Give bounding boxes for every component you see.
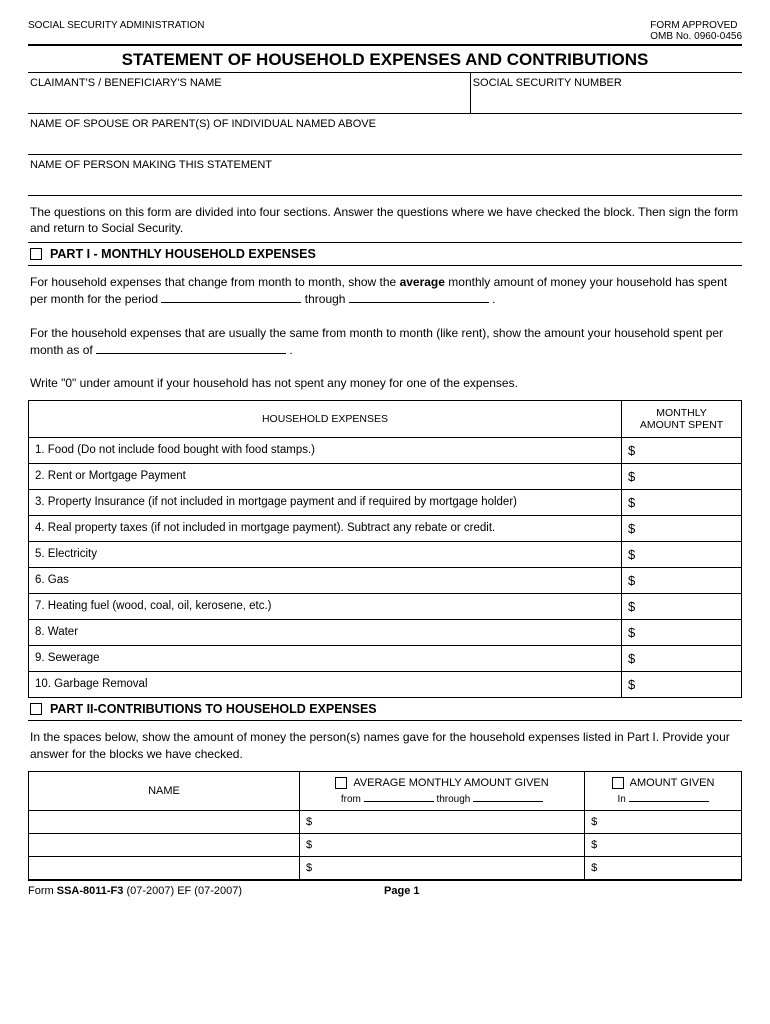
table-row: 1. Food (Do not include food bought with… <box>29 437 742 463</box>
period-from-blank[interactable] <box>161 292 301 303</box>
table-row: 4. Real property taxes (if not included … <box>29 515 742 541</box>
amount-cell[interactable]: $ <box>622 489 742 515</box>
table-row: 5. Electricity$ <box>29 541 742 567</box>
contrib-avg-cell[interactable]: $ <box>299 833 584 856</box>
footer: Form SSA-8011-F3 (07-2007) EF (07-2007) … <box>28 880 742 897</box>
table-row: 6. Gas$ <box>29 567 742 593</box>
part1-header: PART I - MONTHLY HOUSEHOLD EXPENSES <box>28 242 742 266</box>
omb-number: OMB No. 0960-0456 <box>650 31 742 42</box>
expense-col-header: HOUSEHOLD EXPENSES <box>29 400 622 437</box>
part1-title: PART I - MONTHLY HOUSEHOLD EXPENSES <box>50 247 316 261</box>
claimant-name-field[interactable]: CLAIMANT'S / BENEFICIARY'S NAME <box>28 73 471 113</box>
p1a: For household expenses that change from … <box>30 275 400 289</box>
amount-cell[interactable]: $ <box>622 541 742 567</box>
expense-desc: 7. Heating fuel (wood, coal, oil, kerose… <box>29 593 622 619</box>
amount-cell[interactable]: $ <box>622 437 742 463</box>
contrib-amount-header: AMOUNT GIVEN In <box>585 771 742 810</box>
form-instructions: The questions on this form are divided i… <box>28 196 742 242</box>
contrib-name-cell[interactable] <box>29 833 300 856</box>
header-row: SOCIAL SECURITY ADMINISTRATION FORM APPR… <box>28 20 742 42</box>
expense-desc: 2. Rent or Mortgage Payment <box>29 463 622 489</box>
in-blank[interactable] <box>629 793 709 802</box>
contrib-avg-cell[interactable]: $ <box>299 810 584 833</box>
spouse-parent-field[interactable]: NAME OF SPOUSE OR PARENT(S) OF INDIVIDUA… <box>28 114 742 155</box>
table-row: 9. Sewerage$ <box>29 645 742 671</box>
expense-desc: 9. Sewerage <box>29 645 622 671</box>
contrib-name-header: NAME <box>29 771 300 810</box>
p2end: . <box>289 343 292 357</box>
part2-header: PART II-CONTRIBUTIONS TO HOUSEHOLD EXPEN… <box>28 698 742 721</box>
page-number: Page 1 <box>384 885 419 897</box>
expense-desc: 8. Water <box>29 619 622 645</box>
expense-table: HOUSEHOLD EXPENSES MONTHLY AMOUNT SPENT … <box>28 400 742 698</box>
claimant-ssn-row: CLAIMANT'S / BENEFICIARY'S NAME SOCIAL S… <box>28 72 742 114</box>
form-approval: FORM APPROVED OMB No. 0960-0456 <box>650 20 742 42</box>
contrib-amt-cell[interactable]: $ <box>585 810 742 833</box>
expense-desc: 6. Gas <box>29 567 622 593</box>
through2-text: through <box>436 794 470 805</box>
through-blank[interactable] <box>473 793 543 802</box>
part2-title: PART II-CONTRIBUTIONS TO HOUSEHOLD EXPEN… <box>50 702 377 716</box>
expense-desc: 1. Food (Do not include food bought with… <box>29 437 622 463</box>
contrib-name-cell[interactable] <box>29 856 300 879</box>
expense-tbody: 1. Food (Do not include food bought with… <box>29 437 742 697</box>
form-approved-text: FORM APPROVED <box>650 20 737 31</box>
amount-checkbox[interactable] <box>612 777 624 789</box>
contrib-row: $$ <box>29 833 742 856</box>
part1-checkbox[interactable] <box>30 248 42 260</box>
amount-col-text: AMOUNT GIVEN <box>630 777 715 789</box>
amount-cell[interactable]: $ <box>622 645 742 671</box>
document-title: STATEMENT OF HOUSEHOLD EXPENSES AND CONT… <box>28 46 742 72</box>
table-row: 7. Heating fuel (wood, coal, oil, kerose… <box>29 593 742 619</box>
expense-desc: 3. Property Insurance (if not included i… <box>29 489 622 515</box>
expense-desc: 4. Real property taxes (if not included … <box>29 515 622 541</box>
amount-cell[interactable]: $ <box>622 593 742 619</box>
amount-cell[interactable]: $ <box>622 463 742 489</box>
expense-desc: 10. Garbage Removal <box>29 671 622 697</box>
through-text: through <box>305 292 349 306</box>
contrib-row: $$ <box>29 810 742 833</box>
col2a: MONTHLY <box>656 407 707 419</box>
name-col-text: NAME <box>148 785 180 797</box>
avg-checkbox[interactable] <box>335 777 347 789</box>
part2-instructions: In the spaces below, show the amount of … <box>28 721 742 765</box>
p1end: . <box>492 292 495 306</box>
in-text: In <box>618 794 626 805</box>
from-blank[interactable] <box>364 793 434 802</box>
p1bold: average <box>400 275 445 289</box>
contrib-row: $$ <box>29 856 742 879</box>
period-to-blank[interactable] <box>349 292 489 303</box>
col2b: AMOUNT SPENT <box>640 419 723 431</box>
from-text: from <box>341 794 361 805</box>
table-row: 2. Rent or Mortgage Payment$ <box>29 463 742 489</box>
part1-instructions: For household expenses that change from … <box>28 266 742 400</box>
asof-blank[interactable] <box>96 343 286 354</box>
part2-checkbox[interactable] <box>30 703 42 715</box>
statement-maker-field[interactable]: NAME OF PERSON MAKING THIS STATEMENT <box>28 155 742 196</box>
contrib-avg-cell[interactable]: $ <box>299 856 584 879</box>
amount-cell[interactable]: $ <box>622 567 742 593</box>
table-row: 8. Water$ <box>29 619 742 645</box>
amount-cell[interactable]: $ <box>622 619 742 645</box>
contrib-table: NAME AVERAGE MONTHLY AMOUNT GIVEN from t… <box>28 771 742 880</box>
amount-cell[interactable]: $ <box>622 515 742 541</box>
ssn-field[interactable]: SOCIAL SECURITY NUMBER <box>471 73 742 113</box>
agency-label: SOCIAL SECURITY ADMINISTRATION <box>28 20 205 42</box>
form-number: Form SSA-8011-F3 (07-2007) EF (07-2007) <box>28 885 242 897</box>
table-row: 10. Garbage Removal$ <box>29 671 742 697</box>
contrib-avg-header: AVERAGE MONTHLY AMOUNT GIVEN from throug… <box>299 771 584 810</box>
contrib-amt-cell[interactable]: $ <box>585 856 742 879</box>
contrib-name-cell[interactable] <box>29 810 300 833</box>
table-row: 3. Property Insurance (if not included i… <box>29 489 742 515</box>
avg-col-text: AVERAGE MONTHLY AMOUNT GIVEN <box>353 777 548 789</box>
p3: Write "0" under amount if your household… <box>30 376 518 390</box>
amount-col-header: MONTHLY AMOUNT SPENT <box>622 400 742 437</box>
expense-desc: 5. Electricity <box>29 541 622 567</box>
amount-cell[interactable]: $ <box>622 671 742 697</box>
contrib-amt-cell[interactable]: $ <box>585 833 742 856</box>
